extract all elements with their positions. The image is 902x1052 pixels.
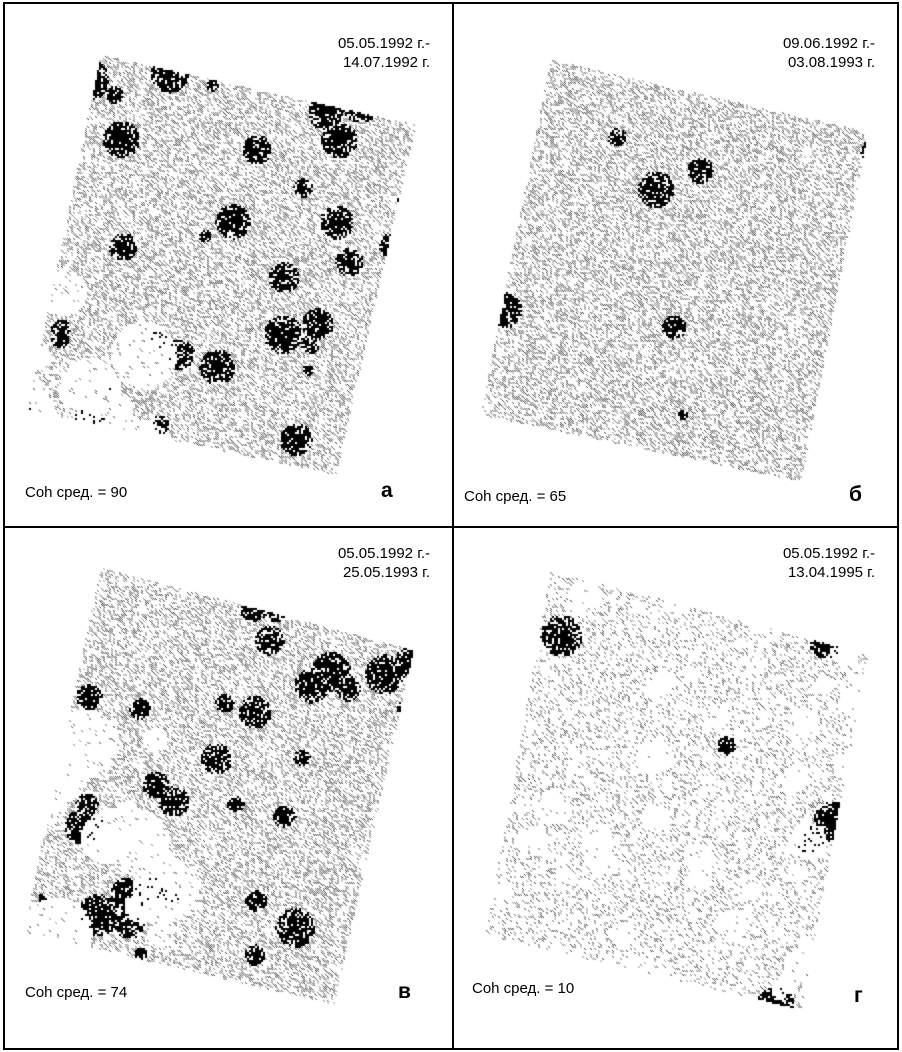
coherence-map-c [5, 528, 452, 1048]
date-start-b: 09.06.1992 г.- [782, 35, 875, 52]
date-start-c: 05.05.1992 г.- [337, 545, 430, 562]
date-range-b: 09.06.1992 г.- 03.08.1993 г. [783, 34, 875, 72]
coherence-mean-c: Coh сред. = 74 [25, 984, 128, 1001]
panel-letter-d: г [854, 984, 863, 1007]
date-end-c: 25.05.1993 г. [342, 564, 430, 581]
panel-b: 09.06.1992 г.- 03.08.1993 г. Coh сред. =… [454, 4, 897, 526]
coherence-mean-b: Coh сред. = 65 [464, 488, 567, 505]
panel-a: 05.05.1992 г.- 14.07.1992 г. Coh сред. =… [5, 4, 452, 526]
date-range-d: 05.05.1992 г.- 13.04.1995 г. [783, 544, 875, 582]
date-start-a: 05.05.1992 г.- [337, 35, 430, 52]
coherence-mean-a: Coh сред. = 90 [25, 484, 128, 501]
date-end-b: 03.08.1993 г. [787, 54, 875, 71]
panel-d: 05.05.1992 г.- 13.04.1995 г. Coh сред. =… [454, 528, 897, 1048]
coherence-map-a [5, 4, 452, 526]
date-range-c: 05.05.1992 г.- 25.05.1993 г. [338, 544, 430, 582]
coherence-mean-d: Coh сред. = 10 [472, 980, 575, 997]
coherence-map-b [454, 4, 897, 526]
date-range-a: 05.05.1992 г.- 14.07.1992 г. [338, 34, 430, 72]
date-start-d: 05.05.1992 г.- [782, 545, 875, 562]
panel-letter-a: а [381, 479, 393, 502]
date-end-d: 13.04.1995 г. [787, 564, 875, 581]
date-end-a: 14.07.1992 г. [342, 54, 430, 71]
horizontal-divider [5, 526, 897, 528]
panel-letter-c: в [398, 980, 411, 1003]
panel-letter-b: б [849, 483, 862, 506]
panel-c: 05.05.1992 г.- 25.05.1993 г. Coh сред. =… [5, 528, 452, 1048]
coherence-figure: 05.05.1992 г.- 14.07.1992 г. Coh сред. =… [3, 2, 899, 1050]
coherence-map-d [454, 528, 897, 1048]
